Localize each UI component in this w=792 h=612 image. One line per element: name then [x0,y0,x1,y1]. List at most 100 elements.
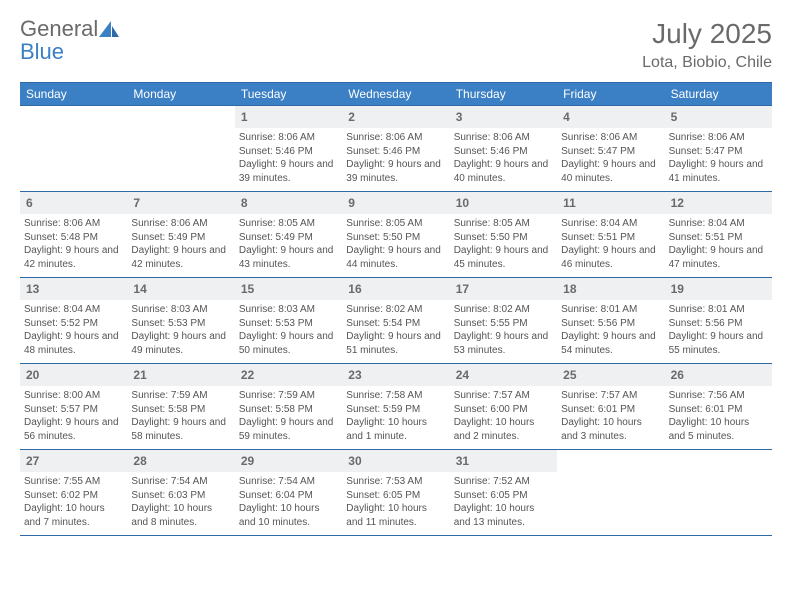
sunrise-line: Sunrise: 7:55 AM [24,475,123,489]
sunrise-line: Sunrise: 7:53 AM [346,475,445,489]
day-number-wrap: 10 [450,192,557,214]
location-text: Lota, Biobio, Chile [642,54,772,72]
day-number-wrap: 6 [20,192,127,214]
sunrise-line: Sunrise: 8:04 AM [669,217,768,231]
sunrise-line: Sunrise: 7:57 AM [561,389,660,403]
sunrise-line: Sunrise: 8:05 AM [454,217,553,231]
dow-wednesday: Wednesday [342,83,449,105]
daylight-line: Daylight: 9 hours and 46 minutes. [561,244,660,271]
day-details: Sunrise: 7:52 AMSunset: 6:05 PMDaylight:… [454,475,553,529]
day-details: Sunrise: 7:54 AMSunset: 6:04 PMDaylight:… [239,475,338,529]
calendar-cell: 22Sunrise: 7:59 AMSunset: 5:58 PMDayligh… [235,364,342,449]
day-details: Sunrise: 8:02 AMSunset: 5:55 PMDaylight:… [454,303,553,357]
sunset-line: Sunset: 5:46 PM [346,145,445,159]
day-number: 19 [671,282,684,296]
calendar-cell: 23Sunrise: 7:58 AMSunset: 5:59 PMDayligh… [342,364,449,449]
calendar-cell: 10Sunrise: 8:05 AMSunset: 5:50 PMDayligh… [450,192,557,277]
daylight-line: Daylight: 10 hours and 1 minute. [346,416,445,443]
calendar-cell: 30Sunrise: 7:53 AMSunset: 6:05 PMDayligh… [342,450,449,535]
daylight-line: Daylight: 9 hours and 45 minutes. [454,244,553,271]
day-number-wrap: 9 [342,192,449,214]
sunset-line: Sunset: 6:04 PM [239,489,338,503]
day-details: Sunrise: 8:05 AMSunset: 5:50 PMDaylight:… [346,217,445,271]
day-details: Sunrise: 8:04 AMSunset: 5:51 PMDaylight:… [561,217,660,271]
sunset-line: Sunset: 5:51 PM [669,231,768,245]
daylight-line: Daylight: 9 hours and 43 minutes. [239,244,338,271]
day-number: 7 [133,196,140,210]
sunset-line: Sunset: 6:03 PM [131,489,230,503]
title-block: July 2025 Lota, Biobio, Chile [642,18,772,72]
calendar-body: 1Sunrise: 8:06 AMSunset: 5:46 PMDaylight… [20,105,772,535]
sunrise-line: Sunrise: 8:01 AM [561,303,660,317]
calendar-cell: 11 Sunrise: 8:04 AMSunset: 5:51 PMDayligh… [557,192,664,277]
sunrise-line: Sunrise: 8:04 AM [561,217,660,231]
sunset-line: Sunset: 6:05 PM [346,489,445,503]
sunset-line: Sunset: 5:55 PM [454,317,553,331]
calendar-cell: 27 Sunrise: 7:55 AMSunset: 6:02 PMDayligh… [20,450,127,535]
sunrise-line: Sunrise: 8:01 AM [669,303,768,317]
dow-tuesday: Tuesday [235,83,342,105]
day-number-wrap: 5 [665,106,772,128]
daylight-line: Daylight: 9 hours and 44 minutes. [346,244,445,271]
sunset-line: Sunset: 5:48 PM [24,231,123,245]
calendar-cell: 21Sunrise: 7:59 AMSunset: 5:58 PMDayligh… [127,364,234,449]
calendar-cell: 4Sunrise: 8:06 AMSunset: 5:47 PMDaylight… [557,106,664,191]
day-details: Sunrise: 7:54 AMSunset: 6:03 PMDaylight:… [131,475,230,529]
daylight-line: Daylight: 10 hours and 3 minutes. [561,416,660,443]
day-details: Sunrise: 8:06 AMSunset: 5:49 PMDaylight:… [131,217,230,271]
calendar-header-row: Sunday Monday Tuesday Wednesday Thursday… [20,83,772,105]
day-number-wrap: 20 [20,364,127,386]
sunset-line: Sunset: 6:00 PM [454,403,553,417]
sunrise-line: Sunrise: 8:03 AM [131,303,230,317]
calendar-cell: 31Sunrise: 7:52 AMSunset: 6:05 PMDayligh… [450,450,557,535]
sunset-line: Sunset: 5:58 PM [239,403,338,417]
calendar-cell: 28Sunrise: 7:54 AMSunset: 6:03 PMDayligh… [127,450,234,535]
sunset-line: Sunset: 5:59 PM [346,403,445,417]
sunrise-line: Sunrise: 8:06 AM [669,131,768,145]
calendar-cell: 25Sunrise: 7:57 AMSunset: 6:01 PMDayligh… [557,364,664,449]
daylight-line: Daylight: 9 hours and 53 minutes. [454,330,553,357]
day-details: Sunrise: 7:57 AMSunset: 6:00 PMDaylight:… [454,389,553,443]
day-number: 24 [456,368,469,382]
day-number-wrap: 13 [20,278,127,300]
calendar-cell [557,450,664,535]
day-details: Sunrise: 8:04 AMSunset: 5:51 PMDaylight:… [669,217,768,271]
daylight-line: Daylight: 9 hours and 47 minutes. [669,244,768,271]
day-number: 23 [348,368,361,382]
day-number-wrap: 27 [20,450,127,472]
day-number-wrap: 26 [665,364,772,386]
day-number: 21 [133,368,146,382]
day-number: 5 [671,110,678,124]
sunset-line: Sunset: 6:01 PM [669,403,768,417]
sunset-line: Sunset: 5:54 PM [346,317,445,331]
day-number: 14 [133,282,146,296]
daylight-line: Daylight: 9 hours and 56 minutes. [24,416,123,443]
day-number: 18 [563,282,576,296]
sunrise-line: Sunrise: 8:03 AM [239,303,338,317]
sunset-line: Sunset: 5:56 PM [561,317,660,331]
calendar-row: 1Sunrise: 8:06 AMSunset: 5:46 PMDaylight… [20,105,772,191]
calendar-cell: 17 Sunrise: 8:02 AMSunset: 5:55 PMDayligh… [450,278,557,363]
day-details: Sunrise: 7:55 AMSunset: 6:02 PMDaylight:… [24,475,123,529]
day-number-wrap: 7 [127,192,234,214]
daylight-line: Daylight: 9 hours and 39 minutes. [346,158,445,185]
sunrise-line: Sunrise: 8:00 AM [24,389,123,403]
day-details: Sunrise: 7:56 AMSunset: 6:01 PMDaylight:… [669,389,768,443]
daylight-line: Daylight: 9 hours and 39 minutes. [239,158,338,185]
sunrise-line: Sunrise: 7:52 AM [454,475,553,489]
sunrise-line: Sunrise: 7:57 AM [454,389,553,403]
sunset-line: Sunset: 5:53 PM [239,317,338,331]
day-number-wrap: 11 [557,192,664,214]
month-title: July 2025 [642,18,772,50]
day-number-wrap: 12 [665,192,772,214]
day-details: Sunrise: 7:57 AMSunset: 6:01 PMDaylight:… [561,389,660,443]
daylight-line: Daylight: 9 hours and 48 minutes. [24,330,123,357]
day-details: Sunrise: 8:06 AMSunset: 5:48 PMDaylight:… [24,217,123,271]
sunrise-line: Sunrise: 7:59 AM [131,389,230,403]
daylight-line: Daylight: 9 hours and 51 minutes. [346,330,445,357]
day-details: Sunrise: 8:06 AMSunset: 5:46 PMDaylight:… [346,131,445,185]
sunset-line: Sunset: 5:49 PM [131,231,230,245]
calendar-cell: 9 Sunrise: 8:05 AMSunset: 5:50 PMDaylight… [342,192,449,277]
day-number: 17 [456,282,469,296]
calendar-cell: 3Sunrise: 8:06 AMSunset: 5:46 PMDaylight… [450,106,557,191]
